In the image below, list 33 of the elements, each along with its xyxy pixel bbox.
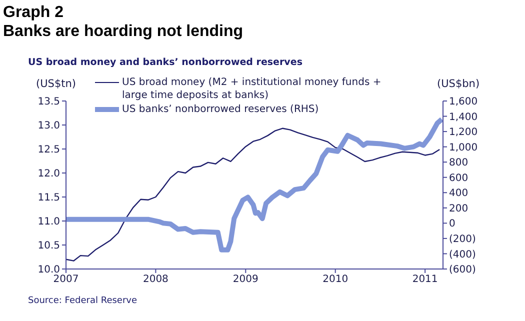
y-tick-label: 10.0	[38, 264, 60, 276]
y2-tick-label: 600	[449, 172, 468, 184]
chart-subtitle: Banks are hoarding not lending	[3, 22, 244, 41]
x-tick-label: 2008	[142, 274, 168, 286]
text: US broad money and banks’ nonborrowed reserves	[28, 57, 302, 68]
y-tick-label: 12.0	[38, 168, 60, 180]
y-tick-label: 11.5	[38, 192, 60, 204]
y2-axis-title: (US$bn)	[437, 78, 480, 90]
y-tick-label: 13.5	[38, 96, 60, 108]
x-tick-label: 2007	[53, 274, 79, 286]
x-tick-label: 2010	[322, 274, 348, 286]
y-tick-label: 13.0	[38, 120, 60, 132]
y-tick-label: 12.5	[38, 144, 60, 156]
y2-tick-label: (600)	[449, 264, 476, 276]
y2-tick-label: 200	[449, 203, 468, 214]
y2-tick-label: 800	[449, 158, 468, 169]
legend-label: US broad money (M2 + institutional money funds + large time deposits at banks)	[122, 76, 382, 102]
y2-tick-label: 0	[449, 218, 456, 230]
y2-tick-label: 1,000	[449, 142, 478, 154]
legend-label: US banks’ nonborrowed reserves (RHS)	[122, 103, 320, 116]
y2-tick-label: (200)	[449, 234, 476, 246]
y2-tick-label: 400	[449, 188, 468, 200]
x-tick-label: 2011	[412, 274, 438, 286]
chart-title: Graph 2	[3, 3, 64, 22]
y-axis-title: (US$tn)	[36, 78, 76, 90]
source-note: Source: Federal Reserve	[28, 296, 138, 306]
y2-tick-label: (400)	[449, 249, 476, 260]
x-tick-label: 2009	[232, 274, 258, 286]
y2-tick-label: 1,200	[449, 127, 478, 138]
y-tick-label: 11.0	[38, 216, 60, 228]
y2-tick-label: 1,400	[449, 112, 478, 123]
y2-tick-label: 1,600	[449, 96, 478, 108]
y-tick-label: 10.5	[38, 240, 60, 252]
